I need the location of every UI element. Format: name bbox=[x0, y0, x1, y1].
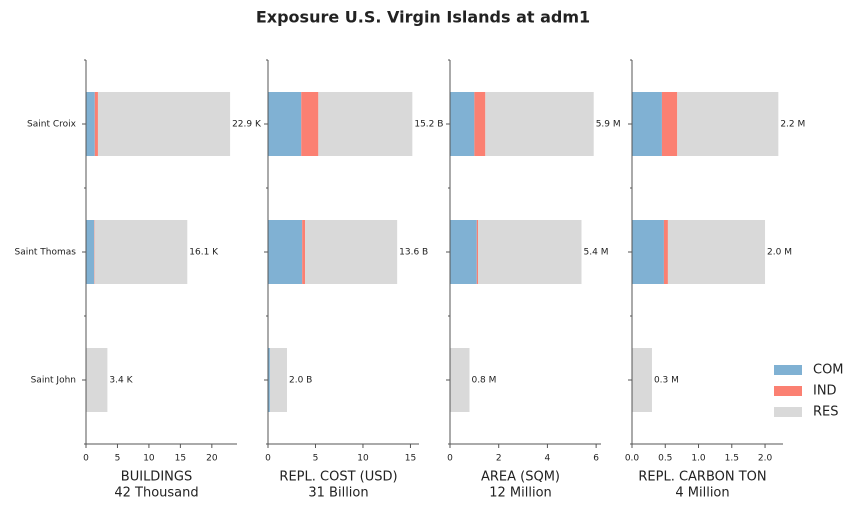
x-tick-label: 1.5 bbox=[725, 454, 739, 464]
legend-label: IND bbox=[813, 384, 837, 399]
bar-segment bbox=[667, 220, 766, 284]
x-tick-label: 10 bbox=[143, 454, 155, 464]
x-axis-note: 12 Million bbox=[489, 486, 552, 501]
x-tick-label: 5 bbox=[115, 454, 121, 464]
bar-segment bbox=[661, 92, 678, 156]
x-axis-label: REPL. COST (USD) bbox=[279, 470, 397, 485]
x-tick-label: 1.0 bbox=[691, 454, 706, 464]
x-tick-label: 0.0 bbox=[625, 454, 640, 464]
bar-segment bbox=[86, 348, 108, 412]
bar-segment bbox=[94, 92, 98, 156]
x-tick-label: 10 bbox=[357, 454, 369, 464]
bar-segment bbox=[450, 92, 475, 156]
legend-label: COM bbox=[813, 363, 844, 378]
bar-segment bbox=[474, 92, 486, 156]
bar-segment bbox=[632, 348, 652, 412]
bar-segment bbox=[301, 92, 319, 156]
x-tick-label: 5 bbox=[313, 454, 319, 464]
bar-segment bbox=[476, 220, 479, 284]
x-tick-label: 15 bbox=[175, 454, 186, 464]
bar-segment bbox=[269, 348, 287, 412]
x-tick-label: 2 bbox=[496, 454, 502, 464]
value-label: 2.0 M bbox=[767, 248, 792, 258]
value-label: 15.2 B bbox=[414, 120, 443, 130]
x-tick-label: 6 bbox=[593, 454, 599, 464]
bar-segment bbox=[677, 92, 779, 156]
x-tick-label: 0 bbox=[83, 454, 89, 464]
x-tick-label: 4 bbox=[545, 454, 551, 464]
value-label: 2.0 B bbox=[289, 376, 312, 386]
bar-segment bbox=[268, 220, 303, 284]
bar-segment bbox=[86, 220, 95, 284]
bar-segment bbox=[485, 92, 594, 156]
bar-segment bbox=[94, 220, 188, 284]
bar-segment bbox=[86, 92, 95, 156]
value-label: 0.3 M bbox=[654, 376, 679, 386]
bar-segment bbox=[268, 348, 270, 412]
legend-label: RES bbox=[813, 405, 839, 420]
x-axis-label: REPL. CARBON TON bbox=[638, 470, 766, 485]
value-label: 0.8 M bbox=[471, 376, 496, 386]
x-axis-note: 4 Million bbox=[675, 486, 729, 501]
bar-segment bbox=[302, 220, 306, 284]
value-label: 5.9 M bbox=[596, 120, 621, 130]
y-tick-label: Saint Croix bbox=[27, 120, 77, 130]
legend-swatch bbox=[774, 386, 802, 396]
x-tick-label: 0 bbox=[447, 454, 453, 464]
bar-segment bbox=[450, 220, 477, 284]
bar-segment bbox=[450, 348, 470, 412]
x-tick-label: 20 bbox=[206, 454, 218, 464]
legend-swatch bbox=[774, 365, 802, 375]
y-tick-label: Saint John bbox=[31, 376, 76, 386]
value-label: 2.2 M bbox=[780, 120, 805, 130]
bar-segment bbox=[632, 92, 662, 156]
x-tick-label: 0.5 bbox=[658, 454, 672, 464]
value-label: 3.4 K bbox=[109, 376, 133, 386]
bar-segment bbox=[97, 92, 231, 156]
x-axis-note: 42 Thousand bbox=[114, 486, 198, 501]
bar-segment bbox=[318, 92, 413, 156]
x-axis-label: AREA (SQM) bbox=[481, 470, 560, 485]
x-axis-label: BUILDINGS bbox=[121, 470, 192, 485]
x-tick-label: 2.0 bbox=[758, 454, 773, 464]
bar-segment bbox=[478, 220, 582, 284]
x-tick-label: 0 bbox=[265, 454, 271, 464]
legend-swatch bbox=[774, 407, 802, 417]
value-label: 13.6 B bbox=[399, 248, 428, 258]
x-axis-note: 31 Billion bbox=[308, 486, 368, 501]
figure-title: Exposure U.S. Virgin Islands at adm1 bbox=[256, 8, 590, 27]
value-label: 22.9 K bbox=[232, 120, 262, 130]
bar-segment bbox=[305, 220, 398, 284]
y-tick-label: Saint Thomas bbox=[14, 248, 76, 258]
value-label: 16.1 K bbox=[189, 248, 219, 258]
value-label: 5.4 M bbox=[584, 248, 609, 258]
x-tick-label: 15 bbox=[405, 454, 416, 464]
bar-segment bbox=[268, 92, 302, 156]
bar-segment bbox=[663, 220, 668, 284]
bar-segment bbox=[632, 220, 664, 284]
